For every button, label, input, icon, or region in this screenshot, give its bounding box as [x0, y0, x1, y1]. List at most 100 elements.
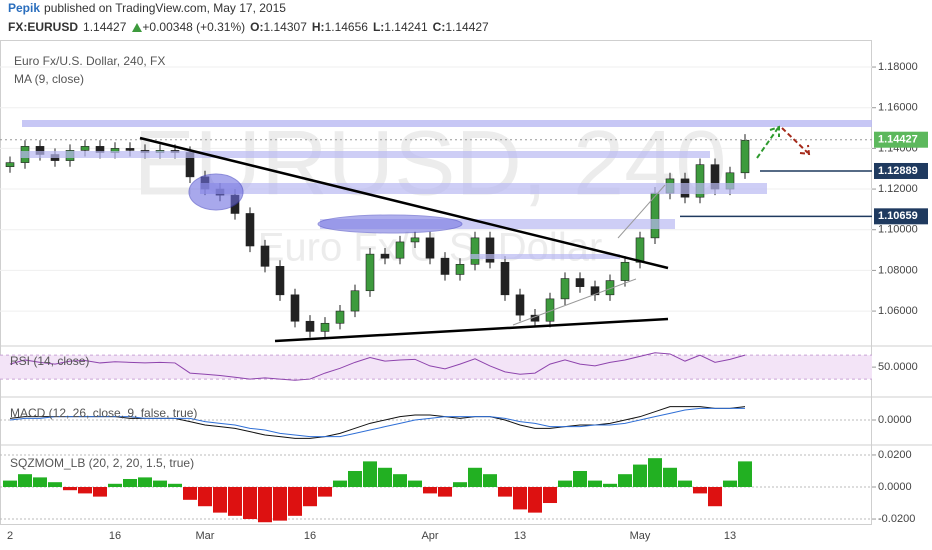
y-tick-label: -0.0200: [878, 513, 915, 525]
bar: [618, 474, 632, 487]
candle-body: [80, 146, 90, 151]
y-tick-label: 1.08000: [878, 264, 918, 276]
x-tick-label: Apr: [421, 530, 438, 542]
bar: [123, 478, 137, 487]
y-tick-label: 1.12000: [878, 183, 918, 195]
bar: [183, 487, 197, 500]
ohlc-label: H:: [312, 20, 325, 34]
bar: [423, 487, 437, 494]
price-tag-label: 1.10659: [878, 210, 918, 222]
ohlc-value: 1.14241: [384, 20, 428, 34]
zone: [20, 151, 710, 158]
candle-body: [125, 148, 135, 151]
bar: [633, 464, 647, 487]
price-tag-label: 1.14427: [878, 134, 918, 146]
price-tag: [874, 208, 928, 225]
candle-body: [260, 245, 270, 267]
candle-body: [380, 253, 390, 259]
x-tick-label: 16: [304, 530, 316, 542]
pane-title: SQZMOM_LB (20, 2, 20, 1.5, true): [10, 456, 194, 470]
bar: [738, 461, 752, 487]
symbol: FX:EURUSD: [8, 20, 78, 34]
x-tick-label: May: [630, 530, 651, 542]
ohlc-label: C:: [433, 20, 446, 34]
candle-body: [395, 241, 405, 259]
bar: [498, 487, 512, 497]
bar: [693, 487, 707, 494]
bar: [258, 487, 272, 523]
zone: [470, 254, 620, 259]
bar: [228, 487, 242, 516]
forecast-arrow: [756, 125, 780, 159]
y-tick-label: 1.06000: [878, 305, 918, 317]
y-tick-label: 1.18000: [878, 61, 918, 73]
x-tick-label: Mar: [196, 530, 215, 542]
bar: [168, 483, 182, 487]
candle-body: [335, 310, 345, 324]
publish-line: Pepik published on TradingView.com, May 1…: [8, 1, 286, 15]
zone: [320, 219, 675, 229]
line: [9, 352, 746, 381]
candle-body: [5, 162, 15, 167]
pane-subtitle: MA (9, close): [14, 72, 84, 86]
bar: [483, 474, 497, 487]
bar: [378, 467, 392, 487]
candle-body: [500, 261, 510, 296]
bar: [678, 480, 692, 487]
x-tick-label: 13: [724, 530, 736, 542]
candle-body: [245, 213, 255, 247]
line: [9, 406, 746, 439]
bar: [3, 480, 17, 487]
bar: [588, 480, 602, 487]
ohlc-value: 1.14656: [325, 20, 369, 34]
candle-body: [410, 237, 420, 243]
y-tick-label: 1.16000: [878, 102, 918, 114]
zone: [22, 120, 872, 127]
bar: [558, 480, 572, 487]
bar: [63, 487, 77, 491]
candle-body: [425, 237, 435, 259]
bar: [273, 487, 287, 521]
bar: [513, 487, 527, 510]
candle-body: [695, 164, 705, 198]
last-price: 1.14427: [83, 20, 127, 34]
bar: [603, 483, 617, 487]
candle-body: [305, 320, 315, 332]
bar: [93, 487, 107, 497]
ellipse: [317, 214, 463, 234]
bar: [213, 487, 227, 513]
candle-body: [440, 257, 450, 275]
x-tick-label: 16: [109, 530, 121, 542]
bar: [33, 477, 47, 487]
trend-line: [512, 278, 637, 326]
pane-title: MACD (12, 26, close, 9, false, true): [10, 406, 197, 420]
bar: [48, 482, 62, 487]
bar: [198, 487, 212, 507]
bar: [318, 487, 332, 497]
x-tick-label: 2: [7, 530, 13, 542]
y-tick-label: 1.10000: [878, 224, 918, 236]
bar: [438, 487, 452, 497]
candle-body: [455, 264, 465, 275]
bar: [648, 458, 662, 487]
candle-body: [350, 290, 360, 312]
candle-body: [560, 278, 570, 300]
symbol-line: FX:EURUSD 1.14427 +0.00348 (+0.31%) O:1.143…: [8, 20, 489, 34]
bar: [18, 474, 32, 487]
candle-body: [365, 253, 375, 292]
bar: [708, 487, 722, 507]
bar: [303, 487, 317, 507]
bar: [468, 467, 482, 487]
candle-body: [485, 237, 495, 263]
author[interactable]: Pepik: [8, 1, 40, 15]
change: +0.00348 (+0.31%): [142, 20, 245, 34]
candle-body: [320, 322, 330, 332]
bar: [543, 487, 557, 504]
x-tick-label: 13: [514, 530, 526, 542]
bar: [243, 487, 257, 520]
ohlc-value: 1.14427: [445, 20, 489, 34]
candle-body: [575, 278, 585, 287]
candle-body: [515, 294, 525, 316]
